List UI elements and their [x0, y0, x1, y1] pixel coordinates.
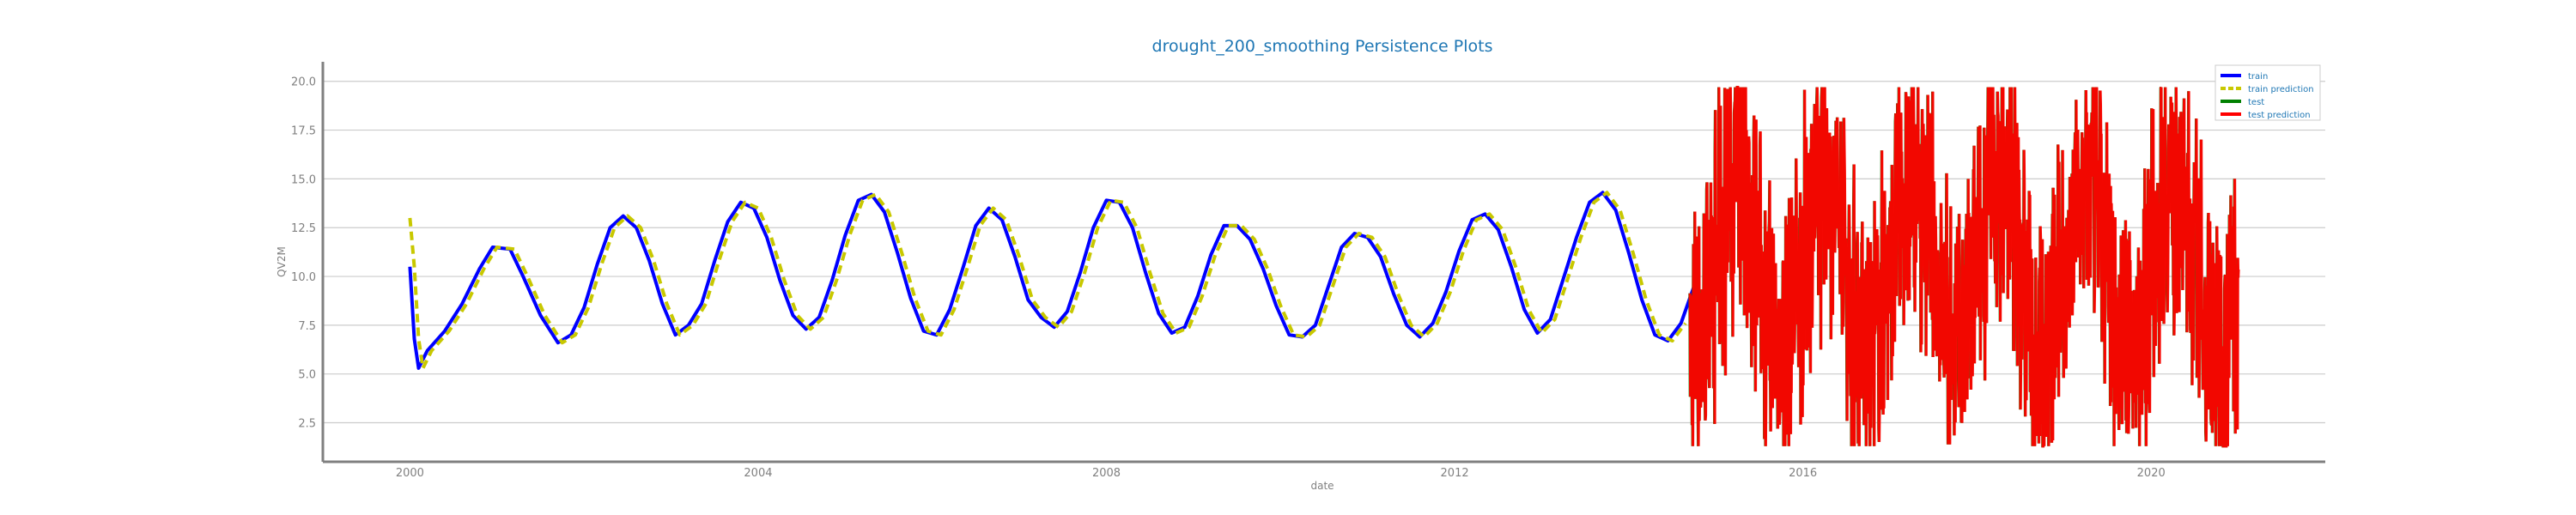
y-tick-label: 7.5: [298, 320, 316, 333]
y-tick-label: 15.0: [291, 173, 316, 186]
y-ticks: 2.5 5.0 7.5 10.0 12.5 15.0 17.5 20.0: [291, 76, 316, 431]
y-axis-label: QV2M: [276, 246, 288, 277]
x-tick-label: 2016: [1789, 467, 1817, 480]
gridlines: [323, 81, 2325, 424]
x-tick-label: 2020: [2137, 467, 2166, 480]
y-tick-label: 12.5: [291, 222, 316, 235]
y-tick-label: 20.0: [291, 76, 316, 89]
x-tick-label: 2012: [1441, 467, 1469, 480]
y-tick-label: 5.0: [298, 369, 316, 382]
y-tick-label: 2.5: [298, 418, 316, 431]
legend-label: train prediction: [2248, 85, 2314, 94]
series-test-prediction-line: [1688, 86, 2240, 448]
legend-label: test prediction: [2248, 111, 2311, 120]
y-tick-label: 17.5: [291, 125, 316, 138]
x-tick-label: 2000: [396, 467, 424, 480]
chart-title: drought_200_smoothing Persistence Plots: [1152, 37, 1493, 56]
x-ticks: 2000 2004 2008 2012 2016 2020: [396, 467, 2166, 480]
axes: [321, 62, 2325, 464]
x-axis-label: date: [1310, 480, 1334, 492]
series-train-prediction-line: [408, 191, 1687, 370]
y-tick-label: 10.0: [291, 271, 316, 284]
legend-label: train: [2248, 72, 2268, 82]
legend: train train prediction test test prediction: [2215, 64, 2321, 121]
x-tick-label: 2008: [1092, 467, 1121, 480]
x-tick-label: 2004: [744, 467, 772, 480]
series-train-line: [408, 191, 1696, 370]
legend-label: test: [2248, 98, 2264, 107]
plot-area: [408, 86, 2240, 448]
